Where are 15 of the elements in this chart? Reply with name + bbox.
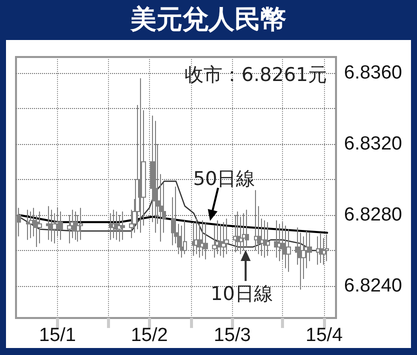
candlestick: [316, 236, 320, 266]
candlestick: [319, 232, 323, 264]
y-tick-label: 6.8360: [344, 62, 402, 84]
x-tick-label: 15/1: [38, 325, 76, 346]
series-label: 50日線: [193, 166, 256, 192]
annotation: 收市：6.8261元: [184, 63, 327, 88]
line-series: [18, 214, 328, 234]
y-tick-label: 6.8320: [344, 134, 402, 154]
x-tick-label: 15/2: [130, 325, 168, 346]
x-tick-label: 15/3: [214, 325, 251, 346]
y-tick-label: 6.8240: [344, 276, 402, 297]
legend-label: 10日線: [210, 282, 273, 307]
chart-title: 美元兌人民幣: [129, 4, 288, 37]
y-tick-label: 6.8280: [344, 204, 402, 226]
x-tick-label: 15/4: [306, 325, 344, 346]
